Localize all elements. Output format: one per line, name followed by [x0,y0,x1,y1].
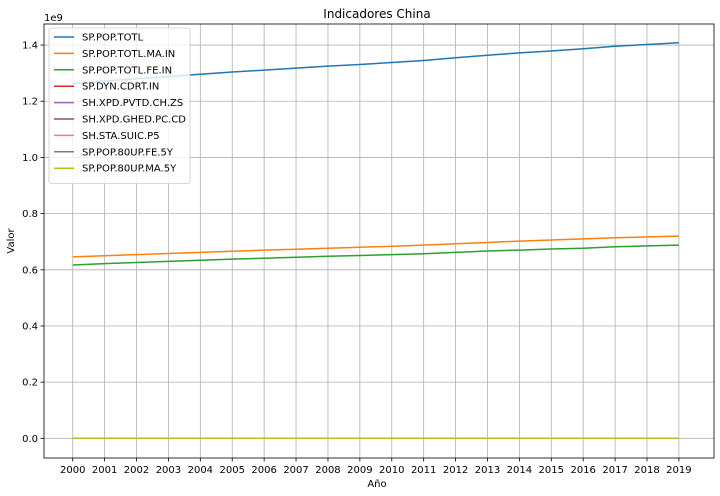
y-tick-label: 0.8 [22,209,38,220]
y-tick-label: 0.6 [22,265,38,276]
x-tick-label: 2019 [666,465,691,476]
x-tick-label: 2017 [602,465,627,476]
y-tick-label: 1.0 [22,153,38,164]
x-tick-label: 2001 [92,465,117,476]
x-tick-label: 2007 [283,465,308,476]
legend-box [48,27,191,185]
legend-entry: SH.XPD.PVTD.CH.ZS [82,98,183,109]
legend-entry: SP.DYN.CDRT.IN [82,82,159,93]
legend: SP.POP.TOTL SP.POP.TOTL.MA.IN SP.POP.TOTL.… [48,27,191,185]
y-tick-label: 0.4 [22,321,38,332]
series-line-sp-pop-totl-fe-in [72,244,679,266]
x-tick-label: 2012 [443,465,468,476]
legend-entry: SP.POP.TOTL.MA.IN [82,49,175,60]
chart-title: Indicadores China [323,7,430,21]
x-tick-label: 2013 [475,465,500,476]
x-tick-label: 2008 [315,465,340,476]
x-axis-ticks: 2000 2001 2002 2003 2004 2005 2006 2007 2008 2009… [60,458,692,476]
y-tick-label: 1.4 [22,41,38,52]
x-tick-label: 2004 [188,465,213,476]
legend-entry: SP.POP.TOTL.FE.IN [82,65,172,76]
legend-entry: SH.XPD.GHED.PC.CD [82,115,186,126]
x-axis-label: Año [367,479,386,490]
y-tick-label: 0.2 [22,378,38,389]
x-tick-label: 2014 [507,465,532,476]
x-tick-label: 2000 [60,465,85,476]
y-tick-label: 0.0 [22,434,38,445]
x-tick-label: 2002 [124,465,149,476]
x-tick-label: 2018 [634,465,659,476]
y-tick-label: 1.2 [22,97,38,108]
x-tick-label: 2003 [156,465,181,476]
legend-entry: SP.POP.80UP.MA.5Y [82,164,177,175]
series-line-sp-pop-totl-ma-in [72,235,679,258]
y-axis-offset-label: 1e9 [44,13,63,24]
x-tick-label: 2011 [411,465,436,476]
legend-entry: SH.STA.SUIC.P5 [82,131,160,142]
x-tick-label: 2009 [347,465,372,476]
x-tick-label: 2015 [539,465,564,476]
legend-entry: SP.POP.TOTL [82,33,144,44]
series-lines [72,42,679,440]
legend-entry: SP.POP.80UP.FE.5Y [82,147,174,158]
x-tick-label: 2006 [251,465,276,476]
y-axis-label: Valor [6,228,17,254]
x-tick-label: 2005 [220,465,245,476]
x-tick-label: 2010 [379,465,404,476]
plot-frame [43,23,715,459]
y-axis-ticks: 0.0 0.2 0.4 0.6 0.8 1.0 1.2 1.4 [22,41,44,445]
x-tick-label: 2016 [570,465,595,476]
